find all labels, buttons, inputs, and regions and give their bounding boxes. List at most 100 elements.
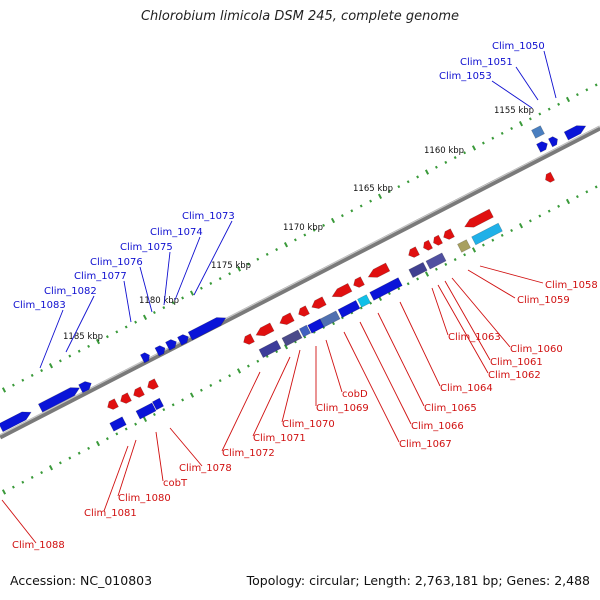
top-dotted-track [416, 175, 420, 179]
bottom-dotted-track [68, 456, 72, 460]
reverse-gene-block [369, 277, 403, 301]
bottom-dotted-track [218, 379, 222, 383]
reverse-gene [243, 333, 255, 345]
gene-label-reverse: Clim_1072 [222, 448, 275, 459]
bottom-dotted-track [397, 287, 401, 291]
leader-line [451, 277, 511, 348]
top-dotted-track [283, 242, 289, 248]
forward-gene [536, 141, 548, 153]
leader-line [515, 66, 539, 101]
top-dotted-track [377, 193, 383, 199]
top-dotted-track [246, 262, 250, 266]
top-dotted-track [171, 301, 175, 305]
reverse-gene [311, 296, 327, 309]
bottom-dotted-track [481, 243, 485, 247]
top-dotted-track [236, 266, 242, 272]
bottom-dotted-track [416, 277, 420, 281]
bottom-dotted-track [359, 306, 363, 310]
leader-line [139, 266, 153, 313]
top-dotted-track [11, 383, 15, 387]
gene-label-forward: Clim_1077 [74, 271, 127, 282]
gene-label-forward: Clim_1053 [439, 71, 492, 82]
top-dotted-track [265, 252, 269, 256]
bottom-dotted-track [500, 233, 504, 237]
top-dotted-track [209, 281, 213, 285]
bottom-dotted-track [518, 223, 524, 229]
leader-line [221, 371, 261, 452]
bottom-dotted-track [424, 271, 430, 277]
top-dotted-track [152, 310, 156, 315]
top-dotted-track [528, 117, 532, 121]
reverse-gene-block [457, 239, 471, 253]
reverse-gene [464, 208, 494, 228]
top-dotted-track [406, 180, 410, 184]
leader-line [1, 499, 37, 544]
bottom-dotted-track [209, 383, 213, 387]
top-dotted-track [491, 136, 495, 140]
reverse-gene [433, 234, 444, 246]
reverse-gene [279, 312, 295, 325]
forward-gene [154, 345, 166, 357]
gene-label-forward: Clim_1051 [460, 57, 513, 68]
reverse-gene [331, 283, 353, 298]
reverse-gene-block [298, 324, 312, 338]
top-dotted-track [350, 209, 354, 213]
top-dotted-track [387, 189, 391, 193]
bottom-dotted-track [528, 219, 532, 223]
bottom-dotted-track [565, 198, 571, 205]
bottom-dotted-track [557, 204, 561, 208]
bottom-dotted-track [162, 408, 166, 412]
top-dotted-track [293, 238, 297, 242]
bottom-dotted-track [189, 392, 195, 398]
top-dotted-track [444, 160, 448, 164]
gene-label-reverse: Clim_1081 [84, 508, 137, 519]
leader-line [543, 50, 557, 99]
top-dotted-track [142, 314, 148, 321]
leader-line [123, 280, 132, 323]
bottom-dotted-track [283, 344, 289, 350]
bottom-dotted-track [594, 185, 598, 189]
bottom-dotted-track [246, 364, 250, 368]
bottom-dotted-track [453, 258, 457, 262]
top-dotted-track [199, 286, 203, 290]
top-dotted-track [68, 354, 72, 358]
top-dotted-track [275, 248, 279, 252]
forward-gene [563, 125, 587, 141]
bottom-dotted-track [547, 209, 551, 213]
reverse-gene [367, 262, 391, 278]
top-dotted-track [115, 330, 119, 334]
gene-label-reverse: Clim_1059 [517, 295, 570, 306]
forward-gene [0, 411, 32, 433]
reverse-gene [423, 239, 434, 251]
gene-label-reverse: Clim_1063 [448, 332, 501, 343]
reverse-gene-block [281, 329, 303, 347]
top-dotted-track [189, 290, 195, 296]
reverse-gene-block [425, 252, 447, 270]
bottom-dotted-track [406, 282, 410, 286]
leader-line [252, 356, 291, 437]
leader-line [155, 431, 164, 482]
gene-label-reverse: Clim_1080 [118, 493, 171, 504]
gene-label-forward: Clim_1082 [44, 286, 97, 297]
top-dotted-track [303, 233, 307, 237]
top-dotted-track [95, 338, 101, 345]
top-dotted-track [58, 359, 62, 363]
bottom-dotted-track [228, 374, 232, 378]
top-dotted-track [557, 102, 561, 106]
forward-gene [177, 334, 189, 346]
reverse-gene [147, 378, 159, 390]
bottom-dotted-track [124, 427, 128, 431]
top-dotted-track [481, 141, 485, 145]
bottom-dotted-track [58, 461, 62, 465]
bottom-dotted-track [256, 359, 260, 363]
gene-label-forward: Clim_1050 [492, 41, 545, 52]
bottom-dotted-track [105, 437, 109, 441]
tick-label: 1170 kbp [283, 223, 323, 233]
top-dotted-track [77, 349, 81, 353]
gene-label-reverse: Clim_1058 [545, 280, 598, 291]
leader-line [193, 220, 233, 296]
reverse-gene [107, 398, 119, 410]
leader-line [281, 349, 301, 423]
tick-label: 1175 kbp [211, 261, 251, 271]
